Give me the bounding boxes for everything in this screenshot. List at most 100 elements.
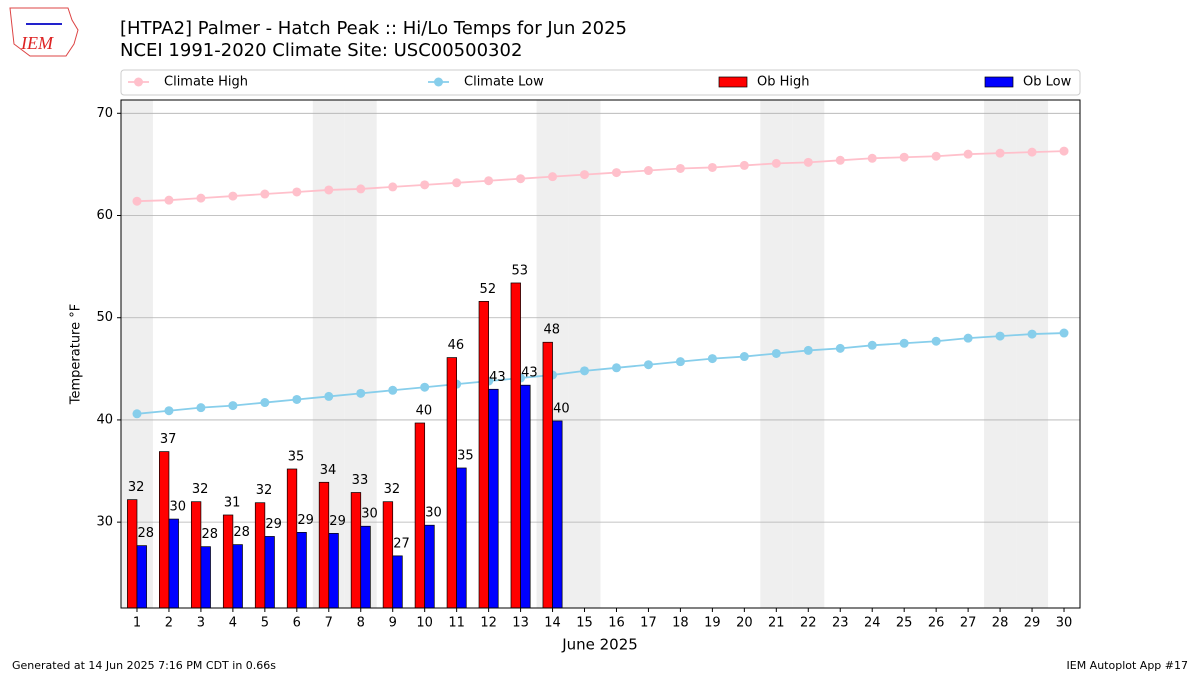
bar [136,545,147,609]
x-tick-label: 14 [544,616,561,631]
y-axis-label: Temperature °F [69,304,84,405]
x-tick-label: 13 [512,616,529,631]
data-label: 35 [457,448,474,463]
y-tick-label: 70 [96,106,113,121]
data-label: 37 [160,432,177,447]
data-label: 43 [489,370,506,385]
x-tick-label: 15 [576,616,593,631]
data-label: 32 [128,480,145,495]
line-marker [899,338,909,348]
bar [478,301,489,609]
legend-label: Ob High [757,75,810,90]
chart-title: [HTPA2] Palmer - Hatch Peak :: Hi/Lo Tem… [120,18,627,39]
bar [168,518,179,609]
x-tick-label: 3 [197,616,205,631]
x-tick-label: 17 [640,616,657,631]
line-marker [484,176,494,186]
line [136,150,1065,203]
line-marker [835,343,845,353]
y-tick-label: 60 [96,208,113,223]
data-label: 32 [192,482,209,497]
x-tick-label: 6 [293,616,301,631]
bar [222,514,234,609]
weekend-band [984,100,1017,608]
bar [456,467,467,609]
line-marker [1059,328,1069,338]
line-marker [356,184,366,194]
bar [424,524,435,609]
data-label: 28 [138,526,155,541]
bar [254,502,266,609]
line-marker [611,363,621,373]
data-label: 30 [425,506,442,521]
weekend-band [568,100,601,608]
line-marker [516,174,526,184]
line-marker [1027,329,1037,339]
data-label: 40 [416,403,433,418]
line-marker [963,333,973,343]
bar [414,422,426,609]
x-tick-label: 19 [704,616,721,631]
x-tick-label: 11 [448,616,465,631]
line-marker [643,166,653,176]
line-marker [260,398,270,408]
x-tick-label: 30 [1056,616,1073,631]
line-marker [643,360,653,370]
x-tick-label: 2 [165,616,173,631]
data-label: 32 [256,483,273,498]
data-label: 48 [543,323,560,338]
x-tick-label: 4 [229,616,237,631]
bar [232,544,243,609]
line-marker [771,158,781,168]
x-tick-label: 10 [416,616,433,631]
line-marker [164,406,174,416]
data-label: 27 [393,536,410,551]
data-label: 43 [521,366,538,381]
line-marker [995,148,1005,158]
data-label: 34 [320,463,337,478]
x-tick-label: 5 [261,616,269,631]
data-label: 29 [265,517,282,532]
line-marker [707,354,717,364]
line-marker [611,168,621,178]
legend-marker [134,77,143,87]
line-marker [931,151,941,161]
line-marker [899,152,909,162]
weekend-band [1016,100,1049,608]
logo: IEM [9,7,79,57]
line-marker [324,185,334,195]
bar [127,499,138,609]
line-marker [164,195,174,205]
x-tick-label: 7 [325,616,333,631]
data-label: 46 [448,338,465,353]
line-marker [356,388,366,398]
bar [318,481,330,609]
x-tick-label: 20 [736,616,753,631]
x-tick-label: 16 [608,616,625,631]
plot-frame [120,99,1081,609]
legend-swatch [984,76,1014,88]
data-label: 28 [233,525,250,540]
data-label: 35 [288,449,305,464]
bar [520,384,531,609]
x-tick-label: 28 [992,616,1009,631]
data-label: 29 [297,513,314,528]
x-tick-label: 25 [896,616,913,631]
line-marker [196,403,206,413]
line-marker [1027,147,1037,157]
line-marker [867,340,877,350]
x-tick-label: 23 [832,616,849,631]
footer-right: IEM Autoplot App #17 [1067,659,1189,672]
x-tick-label: 27 [960,616,977,631]
x-tick-label: 18 [672,616,689,631]
line-marker [420,180,430,190]
bar [296,532,307,609]
line-marker [931,336,941,346]
line-marker [1059,146,1069,156]
line-marker [228,401,238,411]
line-marker [132,409,142,419]
legend-label: Climate Low [464,75,544,90]
data-label: 52 [480,282,497,297]
bar [360,525,371,609]
